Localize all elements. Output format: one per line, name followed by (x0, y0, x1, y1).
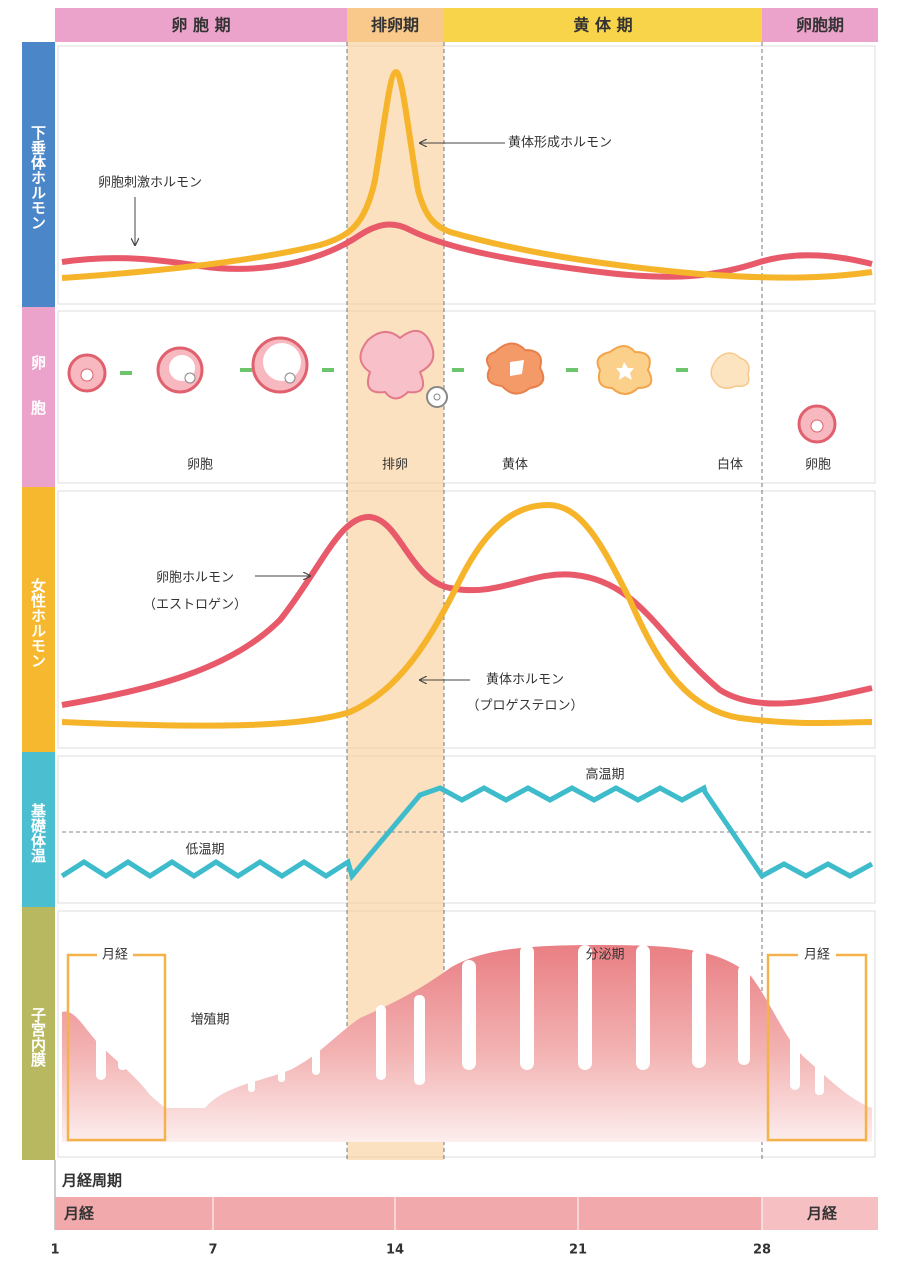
label-bg (798, 945, 836, 965)
annotation: 分泌期 (585, 948, 624, 963)
follicle-label: 卵胞 (187, 458, 213, 473)
day-label: 1 (50, 1243, 59, 1258)
cycle-label: 月経 (806, 1205, 838, 1223)
phase: 卵胞期 (796, 16, 844, 35)
annotation: 月経 (804, 948, 830, 963)
day-label: 28 (753, 1243, 771, 1258)
ovulation-band (347, 42, 444, 1160)
panel (57, 45, 876, 305)
phase: 黄 体 期 (573, 16, 632, 35)
phase-bg (55, 8, 347, 42)
annotation: 低温期 (185, 843, 224, 858)
annotation: 黄体形成ホルモン (508, 136, 612, 151)
follicle-label: 排卵 (382, 458, 408, 473)
temperature-line (60, 784, 874, 882)
row-label: 下垂体ホルモン (22, 42, 55, 307)
follicle-label: 卵胞 (805, 458, 831, 473)
day-label: 21 (569, 1243, 587, 1258)
progesterone-curve (61, 501, 873, 729)
day-dividers (212, 1197, 763, 1230)
annotation: 卵胞刺激ホルモン (98, 176, 202, 191)
phase: 卵 胞 期 (171, 16, 230, 35)
phase-bg (347, 8, 444, 42)
panel (57, 755, 876, 904)
cycle-bar (55, 1197, 878, 1230)
panel (57, 490, 876, 749)
estrogen-curve (61, 514, 873, 708)
lh-curve (61, 68, 873, 281)
glands (96, 945, 824, 1095)
annotation: 黄体ホルモン (486, 673, 564, 688)
label-bg (97, 945, 133, 965)
row-label: 卵胞 (22, 307, 55, 487)
annotation: 月経 (102, 948, 128, 963)
cycle-title: 月経周期 (61, 1172, 122, 1190)
panel (57, 310, 876, 484)
row-label: 子宮内膜 (22, 907, 55, 1160)
cycle-label: 月経 (63, 1205, 95, 1223)
day-label: 7 (208, 1243, 217, 1258)
cycle-bar (762, 1197, 878, 1230)
follicle-icons (67, 330, 837, 444)
row-label: 基礎体温 (22, 752, 55, 907)
annotation: 高温期 (585, 767, 624, 783)
follicle-label: 黄体 (502, 458, 528, 473)
annotation: （プロゲステロン） (466, 699, 583, 714)
phase-bg (762, 8, 878, 42)
follicle-label: 白体 (717, 457, 743, 473)
annotation: 増殖期 (190, 1012, 229, 1028)
annotation: （エストロゲン） (143, 598, 247, 613)
row-label: 女性ホルモン (22, 487, 55, 752)
day-label: 14 (386, 1243, 404, 1258)
phase-bg (444, 8, 762, 42)
annotation: 卵胞ホルモン (156, 571, 234, 586)
phase: 排卵期 (371, 16, 419, 35)
